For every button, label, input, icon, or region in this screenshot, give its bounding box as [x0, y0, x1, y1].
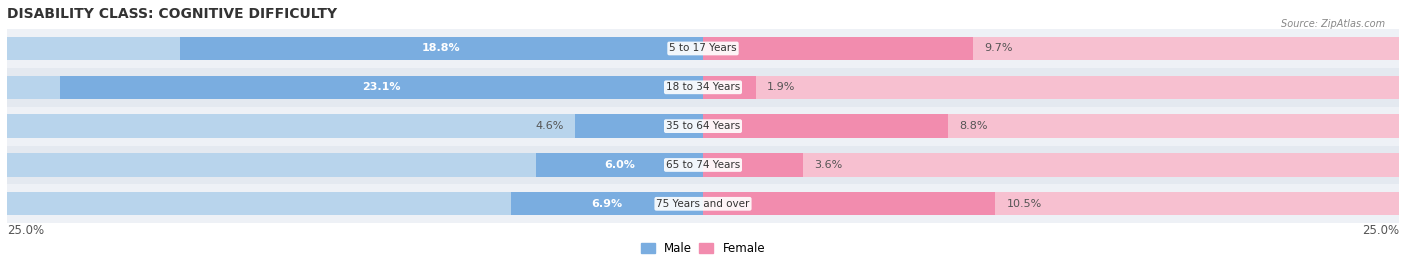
Bar — [7, 37, 703, 60]
Text: 1.9%: 1.9% — [768, 82, 796, 92]
Text: 3.6%: 3.6% — [814, 160, 842, 170]
Text: 23.1%: 23.1% — [363, 82, 401, 92]
Bar — [7, 153, 703, 177]
Bar — [510, 192, 703, 215]
Bar — [703, 37, 973, 60]
Bar — [703, 37, 1399, 60]
Bar — [703, 153, 1399, 177]
Bar — [7, 184, 1399, 223]
Text: 9.7%: 9.7% — [984, 43, 1012, 53]
Text: 75 Years and over: 75 Years and over — [657, 199, 749, 209]
Bar — [703, 192, 995, 215]
Text: DISABILITY CLASS: COGNITIVE DIFFICULTY: DISABILITY CLASS: COGNITIVE DIFFICULTY — [7, 7, 337, 21]
Bar — [7, 107, 1399, 146]
Text: 35 to 64 Years: 35 to 64 Years — [666, 121, 740, 131]
Bar — [703, 192, 1399, 215]
Bar — [703, 114, 948, 138]
Bar — [7, 76, 703, 99]
Text: 25.0%: 25.0% — [1362, 224, 1399, 237]
Text: 10.5%: 10.5% — [1007, 199, 1042, 209]
Bar — [7, 68, 1399, 107]
Text: 8.8%: 8.8% — [959, 121, 987, 131]
Bar — [536, 153, 703, 177]
Text: 5 to 17 Years: 5 to 17 Years — [669, 43, 737, 53]
Bar — [703, 153, 803, 177]
Bar — [703, 76, 1399, 99]
Text: 18 to 34 Years: 18 to 34 Years — [666, 82, 740, 92]
Text: 6.9%: 6.9% — [592, 199, 623, 209]
Text: 18.8%: 18.8% — [422, 43, 461, 53]
Legend: Male, Female: Male, Female — [636, 238, 770, 260]
Bar — [60, 76, 703, 99]
Bar — [703, 114, 1399, 138]
Text: 65 to 74 Years: 65 to 74 Years — [666, 160, 740, 170]
Bar — [180, 37, 703, 60]
Bar — [7, 192, 703, 215]
Bar — [703, 76, 756, 99]
Text: 6.0%: 6.0% — [605, 160, 636, 170]
Text: 25.0%: 25.0% — [7, 224, 44, 237]
Bar — [575, 114, 703, 138]
Bar — [7, 29, 1399, 68]
Bar — [7, 146, 1399, 184]
Bar — [7, 114, 703, 138]
Text: 4.6%: 4.6% — [536, 121, 564, 131]
Text: Source: ZipAtlas.com: Source: ZipAtlas.com — [1281, 19, 1385, 29]
